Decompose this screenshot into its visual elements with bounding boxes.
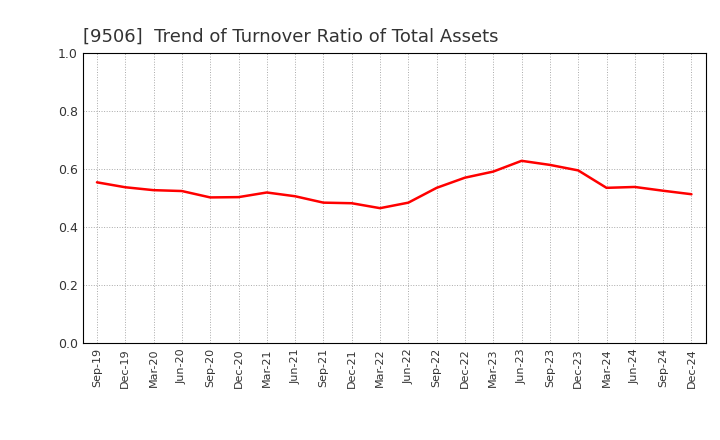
Text: [9506]  Trend of Turnover Ratio of Total Assets: [9506] Trend of Turnover Ratio of Total …: [83, 28, 498, 46]
